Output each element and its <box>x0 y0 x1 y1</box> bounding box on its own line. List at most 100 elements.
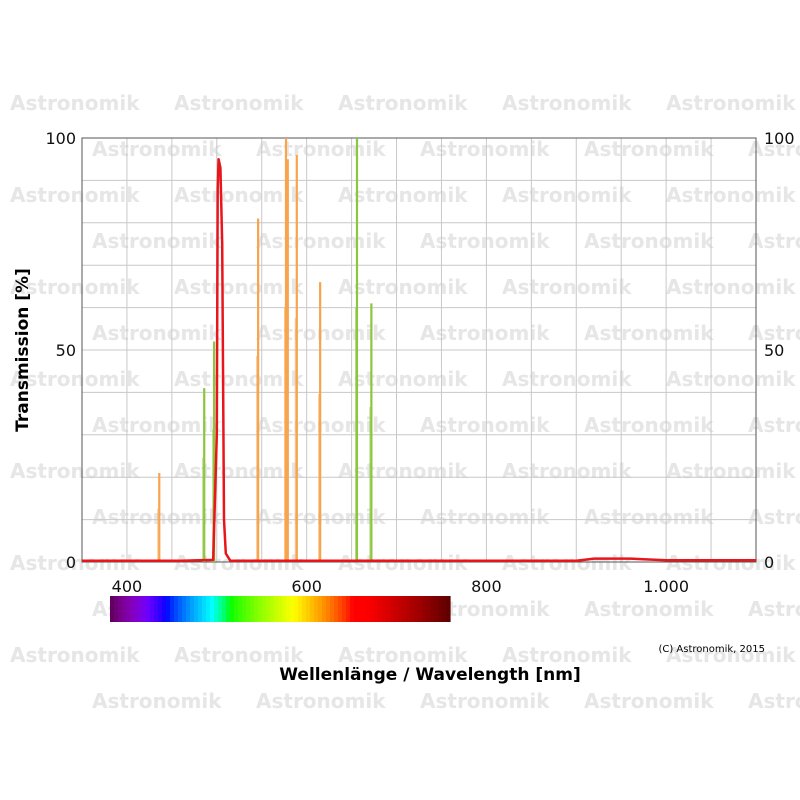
colorbar-segment <box>358 596 363 622</box>
watermark-text: Astronomik <box>666 643 796 667</box>
colorbar-segment <box>198 596 203 622</box>
colorbar-segment <box>338 596 343 622</box>
colorbar-segment <box>354 596 359 622</box>
watermark-text: Astronomik <box>338 459 468 483</box>
watermark-text: Astronomik <box>666 183 796 207</box>
watermark-text: Astronomik <box>584 413 714 437</box>
colorbar-segment <box>410 596 415 622</box>
colorbar-segment <box>242 596 247 622</box>
colorbar-segment <box>190 596 195 622</box>
colorbar-segment <box>318 596 323 622</box>
watermark-text: Astronomik <box>666 551 796 575</box>
watermark-text: Astronomik <box>584 229 714 253</box>
x-tick-label: 1.000 <box>643 577 689 596</box>
colorbar-segment <box>178 596 183 622</box>
colorbar-segment <box>162 596 167 622</box>
colorbar-segment <box>234 596 239 622</box>
watermark-text: Astronomik <box>256 229 386 253</box>
colorbar-segment <box>174 596 179 622</box>
watermark-text: Astronomik <box>502 183 632 207</box>
colorbar-segment <box>134 596 139 622</box>
watermark-text: Astronomik <box>92 505 222 529</box>
colorbar-segment <box>418 596 423 622</box>
colorbar-segment <box>314 596 319 622</box>
colorbar-segment <box>266 596 271 622</box>
watermark-text: Astronomik <box>174 91 304 115</box>
colorbar-segment <box>414 596 419 622</box>
colorbar-segment <box>382 596 387 622</box>
colorbar-segment <box>182 596 187 622</box>
colorbar-segment <box>386 596 391 622</box>
watermark-text: Astronomik <box>748 229 800 253</box>
colorbar-segment <box>194 596 199 622</box>
y-tick-label-left: 50 <box>56 341 76 360</box>
colorbar-segment <box>158 596 163 622</box>
watermark-text: Astronomik <box>748 321 800 345</box>
watermark-text: Astronomik <box>502 459 632 483</box>
y-tick-label-right: 100 <box>764 129 795 148</box>
watermark-text: Astronomik <box>256 689 386 713</box>
colorbar-segment <box>262 596 267 622</box>
watermark-text: Astronomik <box>338 183 468 207</box>
watermark-text: Astronomik <box>666 367 796 391</box>
watermark-text: Astronomik <box>584 321 714 345</box>
y-tick-label-right: 0 <box>764 553 774 572</box>
watermark-text: Astronomik <box>92 413 222 437</box>
colorbar-segment <box>446 596 451 622</box>
spectrum-colorbar <box>110 596 451 622</box>
colorbar-segment <box>286 596 291 622</box>
colorbar-segment <box>306 596 311 622</box>
watermark-text: Astronomik <box>420 137 550 161</box>
watermark-text: Astronomik <box>420 505 550 529</box>
emission-lines <box>157 138 373 562</box>
watermark-text: Astronomik <box>338 643 468 667</box>
colorbar-segment <box>238 596 243 622</box>
colorbar-segment <box>402 596 407 622</box>
x-axis-title: Wellenlänge / Wavelength [nm] <box>279 665 580 685</box>
colorbar-segment <box>394 596 399 622</box>
watermark-text: Astronomik <box>748 413 800 437</box>
colorbar-segment <box>254 596 259 622</box>
colorbar-segment <box>422 596 427 622</box>
colorbar-segment <box>426 596 431 622</box>
colorbar-segment <box>246 596 251 622</box>
colorbar-segment <box>362 596 367 622</box>
colorbar-segment <box>138 596 143 622</box>
colorbar-segment <box>230 596 235 622</box>
watermark-text: Astronomik <box>338 275 468 299</box>
colorbar-segment <box>218 596 223 622</box>
colorbar-segment <box>438 596 443 622</box>
watermark-text: Astronomik <box>420 413 550 437</box>
colorbar-segment <box>226 596 231 622</box>
colorbar-segment <box>114 596 119 622</box>
colorbar-segment <box>302 596 307 622</box>
colorbar-segment <box>110 596 115 622</box>
watermark-text: Astronomik <box>10 643 140 667</box>
colorbar-segment <box>146 596 151 622</box>
watermark-text: Astronomik <box>666 275 796 299</box>
watermark-text: Astronomik <box>584 597 714 621</box>
x-axis-ticks: 400 600 800 1.000 <box>112 577 689 596</box>
colorbar-segment <box>250 596 255 622</box>
colorbar-segment <box>258 596 263 622</box>
colorbar-segment <box>310 596 315 622</box>
colorbar-segment <box>322 596 327 622</box>
colorbar-segment <box>390 596 395 622</box>
watermark-text: Astronomik <box>666 91 796 115</box>
x-tick-label: 800 <box>471 577 502 596</box>
colorbar-segment <box>278 596 283 622</box>
colorbar-segment <box>366 596 371 622</box>
colorbar-segment <box>170 596 175 622</box>
watermark-text: Astronomik <box>10 275 140 299</box>
watermark-text: Astronomik <box>174 551 304 575</box>
y-axis-title: Transmission [%] <box>13 268 33 432</box>
colorbar-segment <box>166 596 171 622</box>
colorbar-segment <box>378 596 383 622</box>
watermark-text: Astronomik <box>420 229 550 253</box>
watermark-text: Astronomik <box>748 689 800 713</box>
plot-frame <box>81 137 757 563</box>
colorbar-segment <box>118 596 123 622</box>
watermark-text: Astronomik <box>10 459 140 483</box>
watermark-text: Astronomik <box>748 137 800 161</box>
